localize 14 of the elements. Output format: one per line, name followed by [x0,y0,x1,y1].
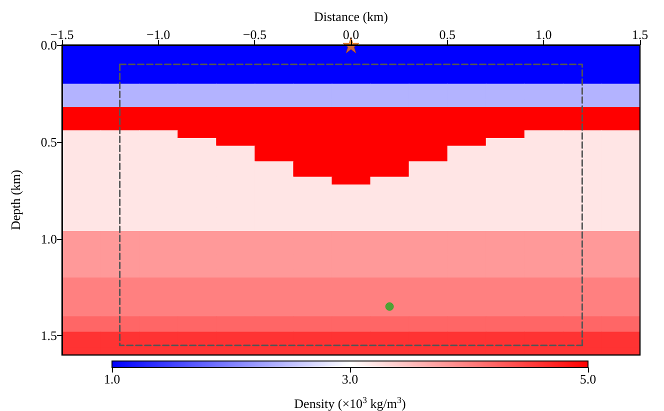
x-tick-label: 1.5 [632,27,648,42]
color-bar-label: 1.0 [104,372,120,386]
x-tick-label: 0.0 [342,27,360,42]
y-tick-label: 1.5 [40,328,57,344]
color-bar-label: 3.0 [342,372,358,386]
color-bar-label: 5.0 [580,372,596,386]
y-axis-title: Depth (km) [8,170,23,230]
y-tick-label: 1.0 [40,231,57,246]
y-tick-label: 0.5 [40,134,57,150]
x-tick-label: 1.0 [536,27,552,42]
x-axis-title: Distance (km) [314,9,388,24]
x-tick-label: −1.0 [146,27,170,42]
x-tick-label: 0.5 [439,27,456,42]
x-tick-label: −0.5 [242,27,266,42]
